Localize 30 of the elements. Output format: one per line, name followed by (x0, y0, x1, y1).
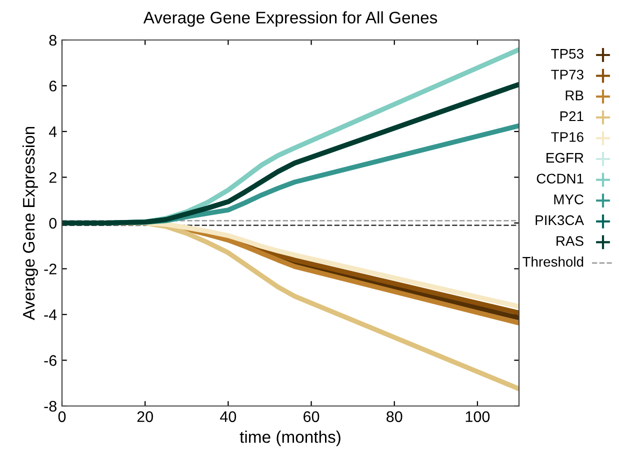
y-tick-label: -8 (44, 400, 56, 412)
x-tick-label: 60 (304, 411, 320, 422)
y-tick-label: -6 (44, 355, 56, 366)
y-tick-label: -4 (44, 310, 57, 320)
y-axis-title: Average Gene Expression (22, 126, 38, 320)
x-tick-label: 40 (220, 411, 236, 422)
y-tick-label: 6 (49, 80, 56, 92)
x-axis-title: time (months) (240, 430, 340, 446)
legend-label: TP53 (551, 48, 584, 59)
legend-label: RAS (556, 236, 584, 246)
legend-label: TP16 (551, 132, 584, 142)
y-tick-label: 0 (49, 218, 57, 229)
line-series (62, 82, 519, 226)
legend-label: TP73 (551, 70, 584, 80)
legend-label: P21 (560, 111, 584, 121)
y-tick-label: 2 (49, 172, 56, 183)
x-tick-label: 0 (58, 411, 66, 422)
chart-title: Average Gene Expression for All Genes (143, 11, 438, 27)
x-tick-label: 100 (466, 411, 490, 422)
x-tick-label: 20 (137, 411, 153, 422)
legend-label: Threshold (522, 256, 584, 267)
y-tick-label: 4 (48, 126, 57, 138)
y-tick-label: 8 (49, 34, 56, 46)
legend-label: MYC (554, 194, 584, 204)
legend-label: PIK3CA (536, 215, 584, 226)
legend-label: RB (566, 90, 584, 100)
legend-label: CCDN1 (536, 174, 584, 184)
y-tick-label: -2 (44, 264, 56, 274)
x-tick-label: 80 (386, 411, 402, 422)
legend-label: EGFR (546, 152, 584, 163)
